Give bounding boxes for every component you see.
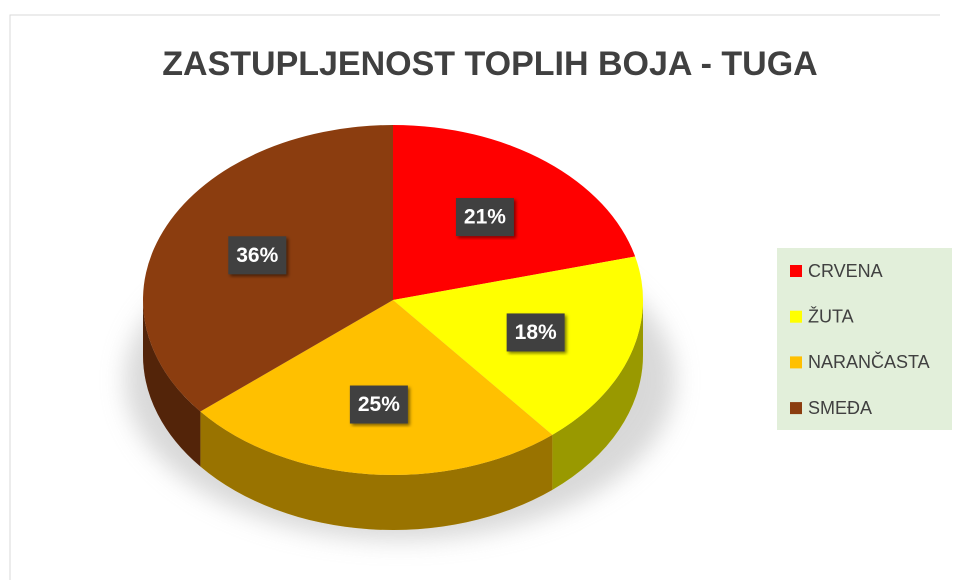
data-label-box bbox=[228, 236, 287, 275]
slice-side-shade bbox=[200, 411, 553, 531]
data-label: 25% bbox=[358, 393, 400, 416]
slice-side-shade bbox=[143, 300, 201, 467]
data-label-box bbox=[349, 385, 408, 424]
legend-label: ŽUTA bbox=[808, 306, 854, 326]
slice-side-shade bbox=[552, 300, 643, 490]
data-label-box bbox=[455, 198, 514, 237]
legend-label: SMEĐA bbox=[808, 398, 872, 418]
legend-label: CRVENA bbox=[808, 261, 883, 281]
legend-swatch bbox=[790, 310, 802, 323]
legend-label: NARANČASTA bbox=[808, 351, 930, 372]
legend-swatch bbox=[790, 265, 802, 277]
legend-swatch bbox=[790, 356, 802, 369]
slice bbox=[393, 125, 636, 300]
data-label: 21% bbox=[464, 206, 506, 229]
slice-side bbox=[143, 300, 201, 467]
chart-border bbox=[9, 14, 940, 580]
data-label-box bbox=[506, 313, 565, 352]
slice-side bbox=[552, 300, 643, 490]
legend-swatch bbox=[790, 402, 802, 415]
legend bbox=[777, 248, 952, 430]
data-label: 36% bbox=[236, 244, 278, 267]
chart-title: ZASTUPLJENOST TOPLIH BOJA - TUGA bbox=[162, 45, 817, 83]
slice-side bbox=[200, 411, 553, 531]
data-label: 18% bbox=[515, 321, 557, 344]
